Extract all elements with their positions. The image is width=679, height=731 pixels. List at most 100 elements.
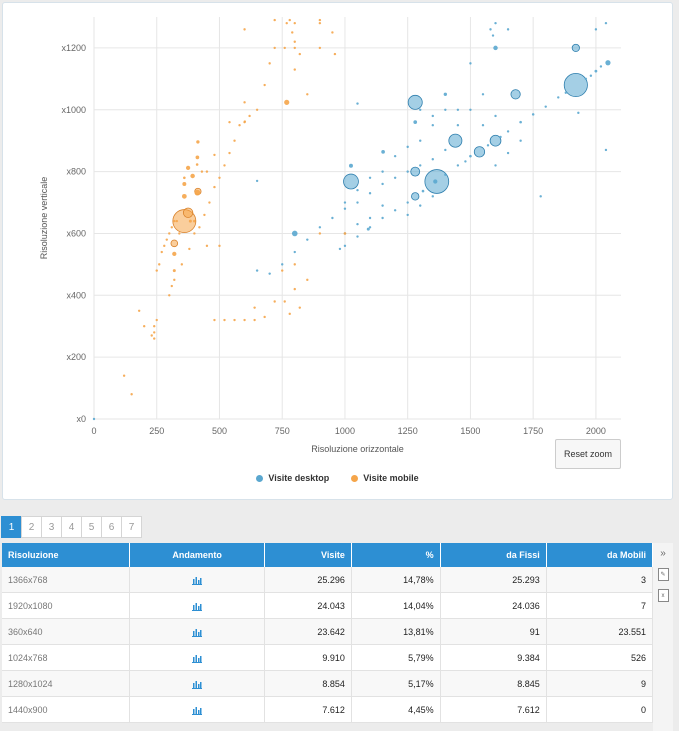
cell-percent: 5,79% [351,644,441,671]
legend-label-desktop: Visite desktop [268,473,330,483]
page-button-4[interactable]: 4 [61,516,82,538]
table-row[interactable]: 360x640 23.642 13,81% 91 23.551 [2,618,654,645]
bar-chart-icon[interactable] [192,706,203,715]
point-mobile [205,170,209,173]
point-mobile [233,318,236,322]
point-desktop [381,170,384,173]
column-header-percent[interactable]: % [351,543,441,567]
column-header-da-mobili[interactable]: da Mobili [546,543,654,567]
point-desktop [469,62,472,65]
point-desktop [506,28,510,31]
page-button-3[interactable]: 3 [41,516,62,538]
table-row[interactable]: 1280x1024 8.854 5,17% 8.845 9 [2,670,654,697]
pdf-export-icon[interactable]: ✎ [657,568,669,581]
expand-icon[interactable]: » [660,548,666,559]
point-desktop [464,160,467,163]
cell-andamento[interactable] [129,696,266,723]
cell-da-mobili: 526 [546,644,654,671]
y-tick-label: x1200 [61,43,86,53]
column-header-visite[interactable]: Visite [264,543,352,567]
reset-zoom-button[interactable]: Reset zoom [555,439,621,469]
point-mobile [185,165,191,171]
point-desktop [381,216,384,220]
cell-da-mobili: 0 [546,696,654,723]
column-header-da-fissi[interactable]: da Fissi [440,543,547,567]
bar-chart-icon[interactable] [192,680,203,689]
point-mobile [288,18,291,22]
point-mobile [160,250,163,254]
column-header-andamento[interactable]: Andamento [129,543,266,567]
cell-risoluzione: 1440x900 [2,696,131,723]
table-row[interactable]: 1440x900 7.612 4,45% 7.612 0 [2,696,654,723]
point-desktop [506,151,510,155]
point-mobile [293,46,296,50]
cell-da-fissi: 91 [440,618,547,645]
cell-andamento[interactable] [129,618,266,645]
point-mobile [158,263,161,266]
point-mobile [153,325,156,328]
cell-andamento[interactable] [129,670,266,697]
point-desktop [506,130,510,133]
point-mobile [268,62,271,65]
point-mobile [195,155,200,160]
point-desktop [291,230,298,237]
point-mobile [165,238,168,241]
column-header-risoluzione[interactable]: Risoluzione [2,543,131,567]
point-desktop [594,69,598,73]
point-mobile [203,213,206,217]
bar-chart-icon[interactable] [192,654,203,663]
table-row[interactable]: 1366x768 25.296 14,78% 25.293 3 [2,567,654,593]
point-mobile [243,101,246,104]
cell-andamento[interactable] [129,592,266,619]
point-mobile [293,68,296,71]
point-desktop [255,179,259,183]
point-mobile [223,164,226,167]
point-mobile [284,99,290,105]
page-button-5[interactable]: 5 [81,516,102,538]
legend-item-desktop[interactable]: Visite desktop [256,473,329,483]
point-desktop [331,216,334,220]
point-desktop [481,124,485,127]
table-row[interactable]: 1920x1080 24.043 14,04% 24.036 7 [2,592,654,619]
point-mobile [196,140,200,144]
x-axis-title: Risoluzione orizzontale [311,444,404,454]
point-mobile [318,232,322,235]
point-desktop [494,164,497,167]
point-mobile [172,251,177,256]
page-button-2[interactable]: 2 [21,516,42,538]
excel-export-icon[interactable]: x [657,589,669,602]
page-button-1[interactable]: 1 [1,516,22,538]
scatter-chart[interactable]: x0 x200 x400 x600 x800 x1000 x1200 0 250 500 750 10… [3,3,672,499]
point-mobile [333,52,337,56]
point-mobile [193,232,196,235]
point-mobile [285,21,288,25]
page-button-6[interactable]: 6 [101,516,122,538]
table-row[interactable]: 1024x768 9.910 5,79% 9.384 526 [2,644,654,671]
legend-item-mobile[interactable]: Visite mobile [351,473,419,483]
cell-visite: 8.854 [264,670,352,697]
point-mobile [288,312,291,316]
point-mobile [273,300,276,303]
bar-chart-icon[interactable] [192,576,203,585]
point-desktop [431,195,434,198]
y-axis-title: Risoluzione verticale [39,177,49,260]
point-mobile [130,393,133,396]
point-desktop [444,148,447,152]
point-desktop [594,28,598,31]
page-button-7[interactable]: 7 [121,516,142,538]
point-mobile [218,244,221,248]
bar-chart-icon[interactable] [192,602,203,611]
point-desktop [356,235,359,238]
bar-chart-icon[interactable] [192,628,203,637]
x-tick-label: 1500 [460,426,480,436]
cell-visite: 23.642 [264,618,352,645]
x-tick-label: 1750 [523,426,543,436]
cell-andamento[interactable] [129,644,266,671]
point-mobile [253,318,256,322]
cell-andamento[interactable] [129,567,266,593]
point-desktop [356,222,359,226]
point-desktop [589,74,593,77]
point-desktop [343,201,347,204]
point-desktop [419,108,422,111]
cell-percent: 13,81% [351,618,441,645]
